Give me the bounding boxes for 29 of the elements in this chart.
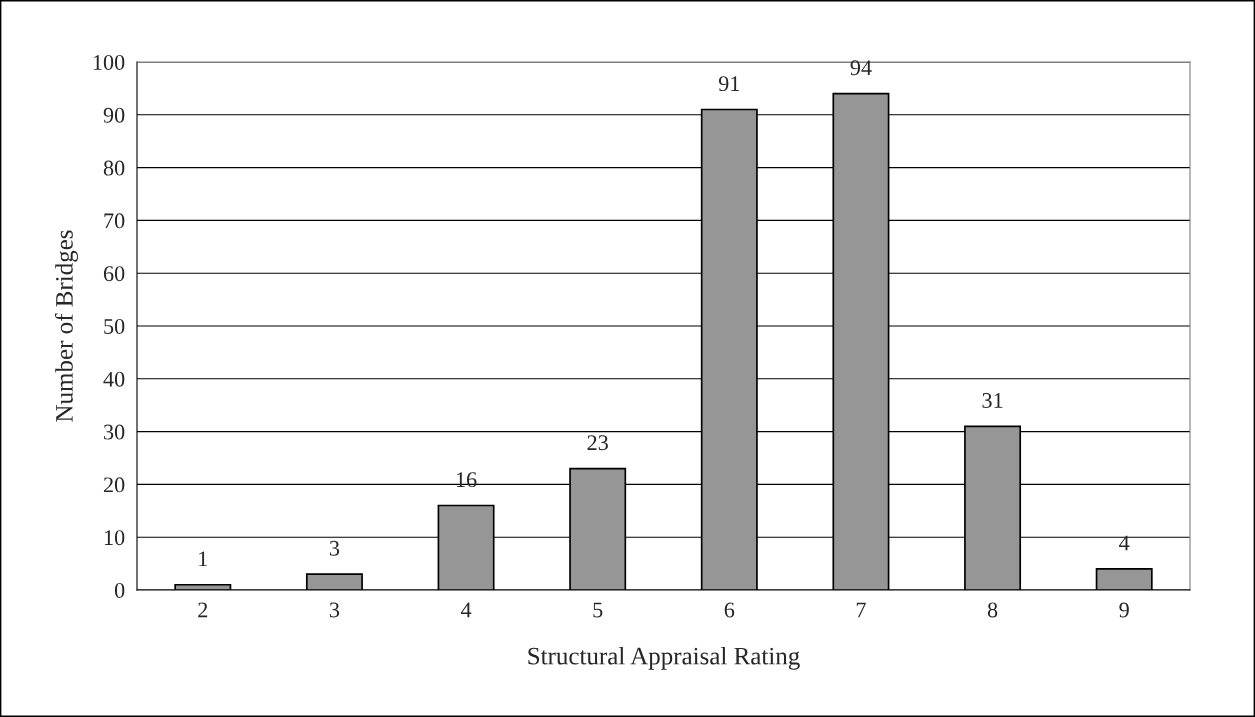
y-tick-label: 60 [103, 266, 125, 282]
x-tick-label: 8 [987, 602, 998, 618]
y-tick-label: 30 [104, 424, 125, 440]
x-tick-label: 3 [329, 602, 340, 618]
y-tick-label: 80 [103, 160, 125, 176]
y-tick-label: 70 [104, 213, 125, 229]
data-label: 31 [982, 392, 1003, 408]
x-tick-label: 6 [724, 602, 735, 618]
y-tick-label: 40 [103, 371, 125, 387]
data-label: 3 [329, 540, 340, 556]
y-tick-label: 20 [103, 477, 125, 493]
y-tick-label: 90 [103, 107, 125, 123]
x-tick-label: 4 [460, 602, 472, 618]
y-tick-label: 50 [104, 318, 125, 334]
y-tick-label: 0 [114, 582, 125, 598]
x-tick-label: 5 [593, 602, 603, 618]
y-tick-label: 100 [93, 54, 125, 70]
data-label: 94 [850, 60, 872, 76]
data-label: 1 [199, 551, 208, 567]
data-label: 16 [456, 472, 477, 488]
x-tick-label: 2 [198, 602, 208, 618]
y-axis-title: Number of Bridges [54, 230, 78, 422]
data-label: 91 [718, 76, 740, 92]
data-label: 4 [1119, 535, 1130, 551]
x-axis-title: Structural Appraisal Rating [528, 646, 800, 670]
data-label: 23 [587, 435, 608, 451]
y-tick-label: 10 [104, 530, 125, 546]
x-tick-label: 7 [856, 602, 866, 618]
x-tick-label: 9 [1119, 602, 1129, 618]
